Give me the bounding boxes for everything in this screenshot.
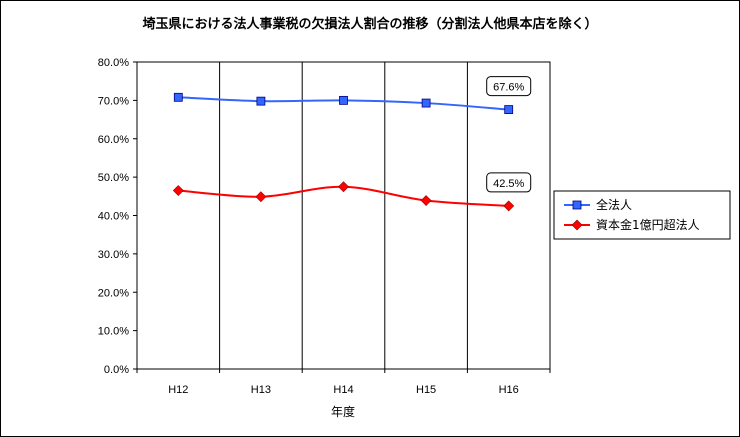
- x-tick-label: H13: [251, 384, 271, 396]
- legend-swatch-marker: [571, 219, 583, 231]
- y-tick-label: 70.0%: [98, 95, 129, 107]
- data-point-series-1: [256, 96, 266, 106]
- data-label-box: [486, 76, 532, 97]
- legend-swatch-marker: [572, 200, 582, 210]
- y-tick-label: 60.0%: [98, 134, 129, 146]
- x-tick-label: H16: [499, 384, 519, 396]
- data-point-series-2: [255, 191, 267, 203]
- x-tick-label: H15: [416, 384, 436, 396]
- data-point-series-2: [338, 181, 349, 193]
- data-point-series-2: [503, 200, 515, 212]
- legend-label: 資本金1億円超法人: [596, 217, 700, 232]
- y-tick-label: 20.0%: [98, 287, 129, 299]
- x-tick-label: H12: [168, 384, 188, 396]
- y-tick-label: 40.0%: [98, 211, 129, 223]
- data-label: 67.6%: [493, 82, 524, 94]
- data-point-series-1: [504, 105, 514, 114]
- data-point-series-2: [172, 185, 184, 196]
- plot-border: [136, 61, 551, 370]
- legend-label: 全法人: [596, 197, 632, 212]
- data-point-series-1: [173, 92, 183, 102]
- y-tick-label: 0.0%: [104, 364, 129, 376]
- data-point-series-1: [421, 98, 431, 108]
- y-tick-label: 10.0%: [98, 326, 129, 338]
- plot-area: 0.0% 10.0% 20.0% 30.0% 40.0% 50.0% 60.0% 70.0% 8…: [98, 57, 551, 396]
- chart-title: 埼玉県における法人事業税の欠損法人割合の推移（分割法人他県本店を除く）: [142, 16, 597, 32]
- data-point-series-2: [420, 195, 432, 206]
- legend-box: [553, 190, 731, 240]
- y-tick-label: 50.0%: [98, 172, 129, 184]
- x-tick-label: H14: [333, 384, 353, 396]
- x-axis-label: 年度: [331, 404, 355, 419]
- data-label-box: [486, 172, 532, 193]
- y-tick-label: 30.0%: [98, 249, 129, 261]
- data-point-series-1: [339, 95, 348, 105]
- y-tick-label: 80.0%: [98, 57, 129, 69]
- data-label: 42.5%: [493, 178, 524, 190]
